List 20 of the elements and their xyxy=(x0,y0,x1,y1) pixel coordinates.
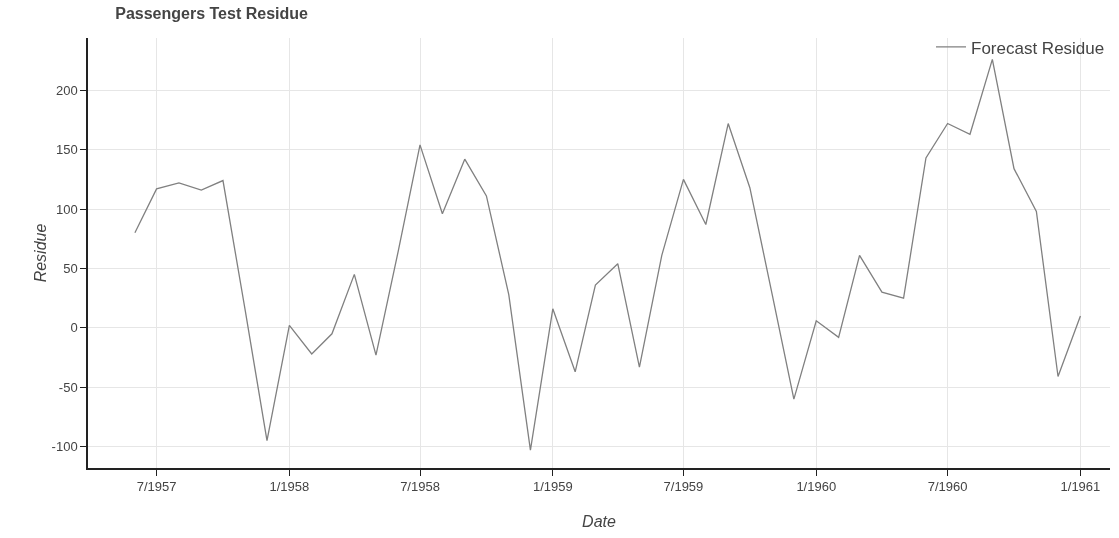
chart-title: Passengers Test Residue xyxy=(115,5,309,23)
y-tick-label: -100 xyxy=(51,439,78,455)
x-tick-label: 1/1958 xyxy=(269,479,310,495)
x-tick-label: 7/1959 xyxy=(663,479,704,495)
x-tick-label: 1/1961 xyxy=(1060,479,1101,495)
x-axis-title: Date xyxy=(582,512,616,530)
x-tick-label: 1/1960 xyxy=(796,479,837,495)
x-tick-label: 7/1960 xyxy=(927,479,968,495)
y-tick-label: 50 xyxy=(63,260,78,276)
x-tick-label: 1/1959 xyxy=(532,479,573,495)
x-tick-label: 7/1958 xyxy=(400,479,440,495)
y-axis-title: Residue xyxy=(31,223,49,283)
legend-label: Forecast Residue xyxy=(971,38,1105,58)
line-series xyxy=(134,58,1082,451)
y-tick-label: 200 xyxy=(55,82,78,98)
y-tick-label: 100 xyxy=(55,201,78,217)
y-tick-label: 150 xyxy=(55,142,78,158)
y-tick-label: -50 xyxy=(58,379,78,395)
y-tick-label: 0 xyxy=(70,320,78,336)
x-tick-label: 7/1957 xyxy=(136,479,177,495)
